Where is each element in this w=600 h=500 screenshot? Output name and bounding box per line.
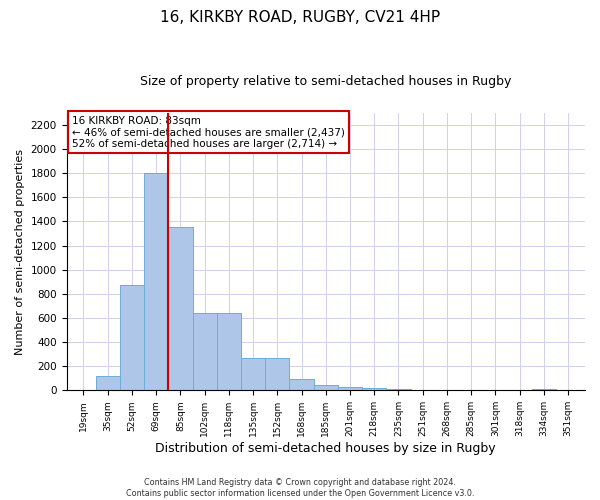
- Bar: [95, 376, 120, 390]
- Bar: [265, 358, 289, 390]
- Text: 16, KIRKBY ROAD, RUGBY, CV21 4HP: 16, KIRKBY ROAD, RUGBY, CV21 4HP: [160, 10, 440, 25]
- Bar: [168, 228, 193, 390]
- Bar: [338, 386, 362, 390]
- Bar: [289, 380, 314, 390]
- Bar: [217, 313, 241, 390]
- X-axis label: Distribution of semi-detached houses by size in Rugby: Distribution of semi-detached houses by …: [155, 442, 496, 455]
- Bar: [120, 286, 144, 391]
- Bar: [532, 388, 556, 390]
- Text: Contains HM Land Registry data © Crown copyright and database right 2024.
Contai: Contains HM Land Registry data © Crown c…: [126, 478, 474, 498]
- Y-axis label: Number of semi-detached properties: Number of semi-detached properties: [15, 148, 25, 354]
- Bar: [193, 313, 217, 390]
- Bar: [241, 358, 265, 390]
- Title: Size of property relative to semi-detached houses in Rugby: Size of property relative to semi-detach…: [140, 75, 511, 88]
- Bar: [144, 173, 168, 390]
- Bar: [314, 385, 338, 390]
- Text: 16 KIRKBY ROAD: 83sqm
← 46% of semi-detached houses are smaller (2,437)
52% of s: 16 KIRKBY ROAD: 83sqm ← 46% of semi-deta…: [72, 116, 344, 149]
- Bar: [362, 388, 386, 390]
